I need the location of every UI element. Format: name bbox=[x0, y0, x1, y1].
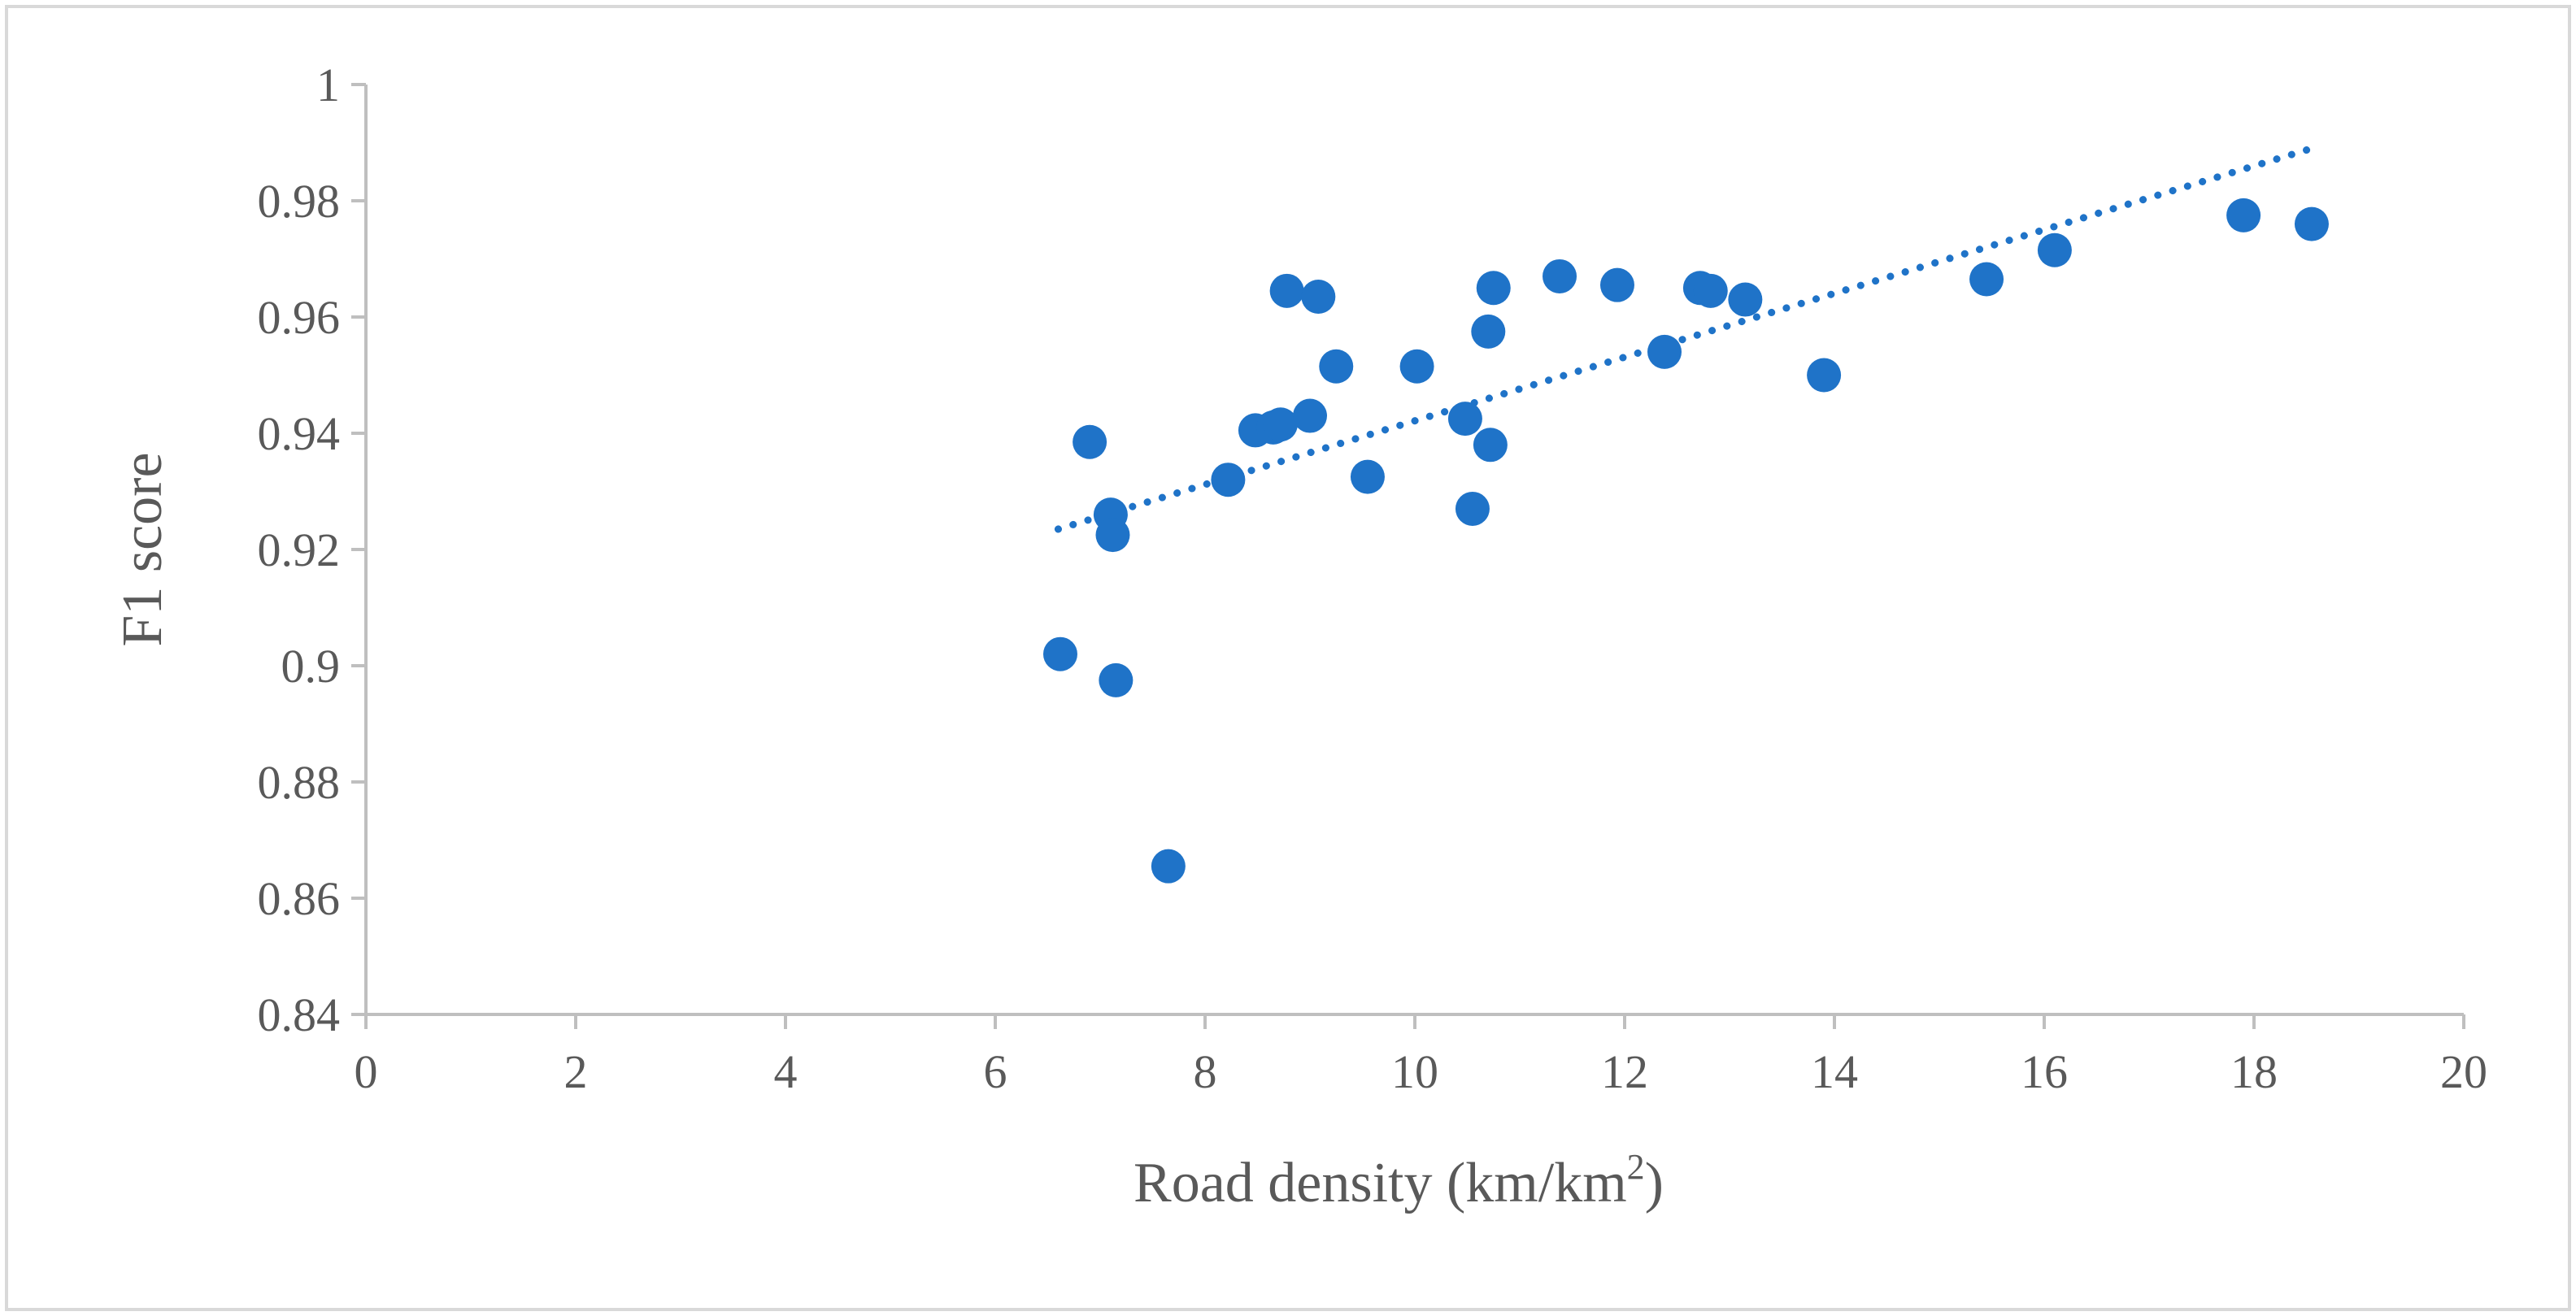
y-tick-label: 0.88 bbox=[258, 756, 341, 809]
plot-area bbox=[351, 83, 2465, 1029]
y-tick-label: 0.92 bbox=[258, 523, 341, 576]
data-point bbox=[1042, 636, 1077, 671]
data-point bbox=[1455, 491, 1490, 526]
data-point bbox=[2226, 198, 2261, 232]
data-point bbox=[1543, 258, 1577, 293]
x-tick-label: 4 bbox=[774, 1045, 798, 1098]
x-axis-title-superscript: 2 bbox=[1627, 1147, 1645, 1187]
chart-border bbox=[5, 5, 2571, 1311]
data-point bbox=[1073, 424, 1107, 459]
x-tick-label: 20 bbox=[2440, 1045, 2487, 1098]
data-point bbox=[1263, 407, 1298, 442]
x-tick-label: 14 bbox=[1811, 1045, 1858, 1098]
y-axis-tick-labels: 0.84 0.86 0.88 0.9 0.92 0.94 0.96 0.98 1 bbox=[258, 59, 341, 1041]
data-point bbox=[1473, 428, 1508, 463]
x-tick-label: 10 bbox=[1391, 1045, 1438, 1098]
data-point bbox=[1693, 273, 1728, 308]
data-point bbox=[2037, 232, 2072, 267]
data-point bbox=[1293, 398, 1327, 433]
data-point bbox=[1447, 402, 1482, 436]
x-tick-label: 8 bbox=[1194, 1045, 1217, 1098]
data-point bbox=[1269, 273, 1304, 308]
y-tick-label: 0.9 bbox=[281, 640, 341, 693]
data-point bbox=[1476, 271, 1511, 306]
y-tick-label: 0.84 bbox=[258, 988, 341, 1041]
data-point bbox=[1647, 334, 1682, 369]
data-point bbox=[1151, 849, 1186, 884]
trendline-line bbox=[1054, 145, 2316, 533]
y-tick-label: 1 bbox=[316, 59, 340, 111]
data-point bbox=[1301, 279, 1336, 314]
data-point bbox=[1399, 349, 1434, 384]
y-tick-label: 0.86 bbox=[258, 872, 341, 925]
data-points bbox=[1042, 198, 2329, 884]
data-point bbox=[1471, 314, 1506, 349]
data-point bbox=[1350, 459, 1385, 494]
data-point bbox=[1599, 267, 1634, 302]
y-tick-label: 0.94 bbox=[258, 407, 341, 460]
data-point bbox=[1807, 358, 1842, 393]
x-tick-label: 6 bbox=[984, 1045, 1007, 1098]
data-point bbox=[1969, 262, 2004, 297]
y-axis-title: F1 score bbox=[111, 452, 174, 646]
x-axis-title: Road density (km/km2) bbox=[1134, 1147, 1664, 1214]
x-tick-label: 16 bbox=[2021, 1045, 2068, 1098]
data-point bbox=[1099, 662, 1134, 697]
x-axis-title-main: Road density (km/km bbox=[1134, 1152, 1627, 1214]
x-tick-label: 0 bbox=[355, 1045, 378, 1098]
data-point bbox=[1211, 463, 1246, 497]
data-point bbox=[1728, 282, 1763, 317]
y-tick-label: 0.98 bbox=[258, 175, 341, 228]
x-tick-label: 2 bbox=[564, 1045, 588, 1098]
data-point bbox=[1319, 349, 1354, 384]
x-axis-title-suffix: ) bbox=[1645, 1152, 1664, 1214]
x-tick-label: 12 bbox=[1601, 1045, 1648, 1098]
trendline bbox=[1054, 145, 2316, 533]
x-axis-tick-labels: 0 2 4 6 8 10 12 14 16 18 20 bbox=[355, 1045, 2488, 1098]
y-tick-label: 0.96 bbox=[258, 291, 341, 344]
data-point bbox=[1095, 518, 1130, 553]
x-tick-label: 18 bbox=[2230, 1045, 2278, 1098]
data-point bbox=[2294, 206, 2329, 241]
